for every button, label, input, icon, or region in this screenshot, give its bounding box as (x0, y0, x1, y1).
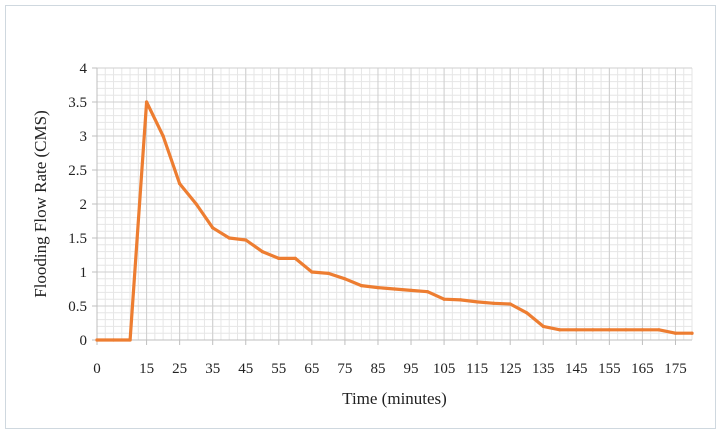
x-tick-label: 55 (271, 361, 286, 377)
data-point (111, 338, 116, 342)
y-axis-title: Flooding Flow Rate (CMS) (31, 110, 50, 298)
data-point (128, 338, 132, 342)
data-point (591, 328, 595, 332)
x-tick-label: 135 (532, 361, 555, 377)
y-tick-label: 2 (80, 197, 88, 213)
data-point (277, 256, 281, 260)
data-point (673, 331, 678, 335)
x-axis-title: Time (minutes) (342, 389, 447, 408)
data-point (525, 311, 529, 315)
data-point (326, 271, 330, 275)
x-tick-label: 15 (139, 361, 154, 377)
data-point (409, 288, 413, 292)
data-point (624, 328, 628, 332)
x-tick-label: 75 (337, 361, 352, 377)
data-point (657, 328, 661, 332)
data-point (310, 270, 314, 274)
x-tick-label: 125 (499, 361, 522, 377)
x-tick-label: 85 (370, 361, 385, 377)
data-point (95, 338, 99, 342)
data-point (425, 290, 430, 294)
x-tick-label: 165 (631, 361, 654, 377)
data-point (558, 328, 562, 332)
data-point (293, 256, 297, 260)
x-tick-label: 115 (466, 361, 488, 377)
data-point (144, 100, 149, 104)
data-point (244, 238, 248, 242)
y-tick-label: 3.5 (68, 95, 87, 111)
series-group (95, 100, 694, 342)
y-tick-label: 2.5 (68, 163, 87, 179)
y-tick-label: 1.5 (68, 231, 87, 247)
x-tick-label: 145 (565, 361, 588, 377)
data-point (392, 287, 397, 291)
data-point (359, 284, 364, 288)
y-tick-label: 0.5 (68, 299, 87, 315)
x-tick-label: 0 (93, 361, 101, 377)
x-tick-label: 95 (404, 361, 419, 377)
data-point (541, 324, 545, 328)
data-point (508, 302, 512, 306)
x-tick-label: 45 (238, 361, 253, 377)
x-tick-label: 35 (205, 361, 220, 377)
y-axis-ticks: 0 0.5 1 1.5 2 2.5 3 3.5 4 (68, 61, 97, 349)
data-point (161, 134, 165, 138)
y-tick-label: 1 (80, 265, 88, 281)
data-point (574, 328, 578, 332)
data-point (475, 300, 479, 304)
y-tick-label: 3 (80, 129, 88, 145)
x-tick-label: 65 (304, 361, 319, 377)
data-point (607, 328, 611, 332)
data-point (640, 328, 645, 332)
x-tick-label: 25 (172, 361, 187, 377)
data-point (459, 298, 463, 302)
x-tick-label: 155 (598, 361, 621, 377)
data-point (211, 226, 215, 230)
data-point (442, 297, 446, 301)
x-tick-label: 105 (433, 361, 456, 377)
data-point (376, 286, 380, 290)
data-point (227, 236, 231, 240)
data-point (343, 277, 347, 281)
y-tick-label: 4 (80, 61, 88, 77)
data-point (178, 182, 182, 186)
chart-frame (5, 5, 716, 429)
x-axis-ticks: 0 15 25 35 45 55 65 75 85 95 105 115 125 135 145 155 165… (93, 340, 687, 377)
data-point (194, 202, 198, 206)
y-tick-label: 0 (80, 333, 88, 349)
data-point (492, 301, 496, 305)
data-point (260, 250, 264, 254)
data-point (690, 331, 694, 335)
x-tick-label: 175 (664, 361, 687, 377)
